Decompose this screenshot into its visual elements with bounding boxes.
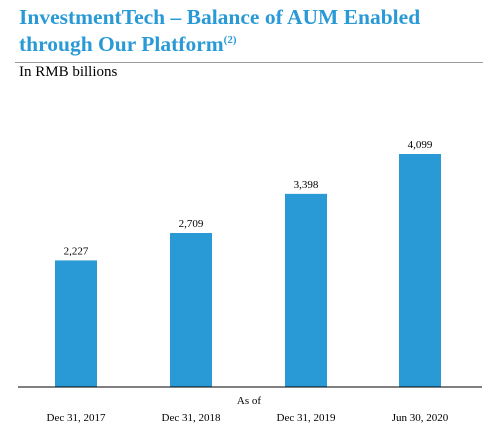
value-label-4: 4,099 — [408, 139, 433, 151]
category-labels-group: Dec 31, 2017 Dec 31, 2018 Dec 31, 2019 Jun … — [47, 412, 449, 424]
value-labels-group: 2,227 2,709 3,398 4,099 — [64, 139, 433, 257]
category-label-3: Dec 31, 2019 — [277, 412, 336, 424]
category-label-1: Dec 31, 2017 — [47, 412, 106, 424]
bars-group — [55, 154, 441, 387]
title-footnote: (2) — [223, 33, 237, 46]
value-label-1: 2,227 — [64, 245, 89, 257]
title-divider — [15, 62, 483, 63]
value-label-3: 3,398 — [294, 179, 319, 191]
bar-3 — [285, 193, 327, 387]
category-label-4: Jun 30, 2020 — [392, 412, 449, 424]
chart-title: InvestmentTech – Balance of AUM Enabled … — [19, 4, 479, 58]
bar-1 — [55, 260, 97, 387]
category-label-2: Dec 31, 2018 — [162, 412, 221, 424]
x-axis-label: As of — [237, 395, 261, 407]
value-label-2: 2,709 — [179, 218, 204, 230]
title-line-2: through Our Platform — [19, 32, 224, 56]
bar-2 — [170, 233, 212, 387]
title-line-1: InvestmentTech – Balance of AUM Enabled — [19, 5, 421, 29]
bar-4 — [399, 154, 441, 387]
unit-label: In RMB billions — [19, 64, 118, 80]
